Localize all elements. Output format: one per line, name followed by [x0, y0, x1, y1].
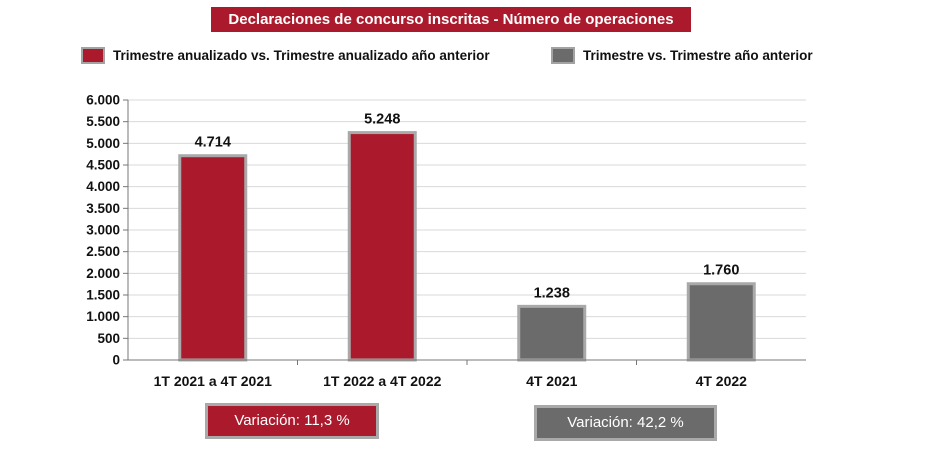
bar-value-label: 1.760: [703, 263, 739, 279]
y-tick-label: 3.000: [86, 223, 120, 238]
y-axis-ticks: 0 500 1.000 1.500 2.000 2.500 3.000 3.500 4.000 4…: [86, 93, 128, 368]
x-axis-ticks: 1T 2021 a 4T 2021 1T 2022 a 4T 2022 4T 202…: [154, 360, 748, 389]
y-tick-label: 5.000: [86, 136, 120, 151]
y-tick-label: 2.500: [86, 244, 120, 259]
bar-value-label: 5.248: [364, 112, 400, 128]
bar-value-label: 1.238: [534, 285, 570, 301]
bar-value-label: 4.714: [195, 135, 231, 151]
legend-label-quarter: Trimestre vs. Trimestre año anterior: [583, 48, 813, 63]
y-tick-label: 1.500: [86, 288, 120, 303]
bar: [178, 154, 248, 362]
y-tick-label: 4.000: [86, 179, 120, 194]
legend-swatch-gray: [551, 47, 575, 64]
y-tick-label: 3.500: [86, 201, 120, 216]
y-tick-label: 2.000: [86, 266, 120, 281]
variation-annual-badge: Variación: 11,3 %: [205, 403, 379, 439]
y-tick-label: 1.000: [86, 309, 120, 324]
y-tick-label: 500: [97, 331, 120, 346]
chart-title: Declaraciones de concurso inscritas - Nú…: [211, 7, 691, 32]
x-tick-label: 1T 2022 a 4T 2022: [323, 373, 442, 389]
y-tick-label: 6.000: [86, 93, 120, 108]
bar: [517, 304, 587, 362]
bars: 4.714 5.248 1.238 1.760: [178, 112, 756, 362]
x-tick-label: 1T 2021 a 4T 2021: [154, 373, 273, 389]
variation-quarter-badge: Variación: 42,2 %: [534, 405, 717, 441]
y-tick-label: 5.500: [86, 114, 120, 129]
legend-label-annual: Trimestre anualizado vs. Trimestre anual…: [113, 48, 490, 63]
y-tick-label: 4.500: [86, 158, 120, 173]
legend-item-quarter: Trimestre vs. Trimestre año anterior: [551, 47, 813, 64]
bar: [347, 131, 417, 362]
legend-swatch-red: [81, 47, 105, 64]
x-tick-label: 4T 2021: [526, 373, 578, 389]
y-tick-label: 0: [112, 353, 120, 368]
legend-item-annual: Trimestre anualizado vs. Trimestre anual…: [81, 47, 490, 64]
x-tick-label: 4T 2022: [696, 373, 748, 389]
bar: [686, 282, 756, 362]
